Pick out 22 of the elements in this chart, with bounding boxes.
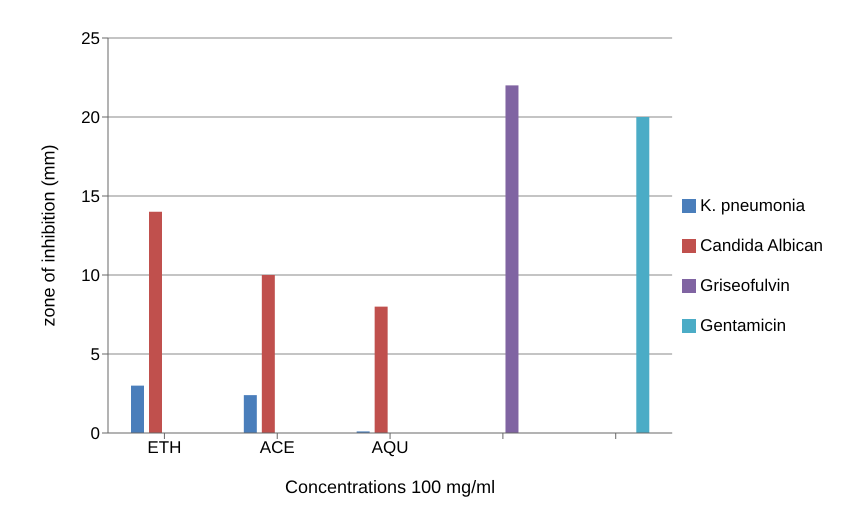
y-tick-label: 10 bbox=[81, 266, 100, 286]
legend-label: K. pneumonia bbox=[700, 196, 806, 214]
x-axis-title: Concentrations 100 mg/ml bbox=[285, 477, 496, 497]
bar bbox=[505, 85, 518, 433]
x-tick-label: ETH bbox=[147, 438, 182, 458]
bar bbox=[244, 395, 257, 433]
y-tick-label: 15 bbox=[81, 187, 100, 206]
bar bbox=[262, 275, 275, 433]
bar bbox=[149, 212, 162, 433]
y-tick-label: 20 bbox=[81, 108, 100, 128]
y-tick-label: 25 bbox=[81, 29, 100, 48]
x-tick-label: AQU bbox=[372, 438, 408, 458]
bar bbox=[131, 386, 144, 433]
x-tick-label: ACE bbox=[260, 438, 295, 458]
y-tick-label: 5 bbox=[90, 345, 100, 364]
legend-label: Griseofulvin bbox=[700, 276, 790, 294]
bar bbox=[374, 306, 388, 433]
y-axis-title: zone of inhibition (mm) bbox=[38, 144, 58, 327]
legend-label: Candida Albican bbox=[700, 236, 823, 254]
legend-label: Gentamicin bbox=[700, 316, 786, 334]
bar bbox=[636, 117, 650, 433]
y-tick-label: 0 bbox=[90, 424, 100, 444]
